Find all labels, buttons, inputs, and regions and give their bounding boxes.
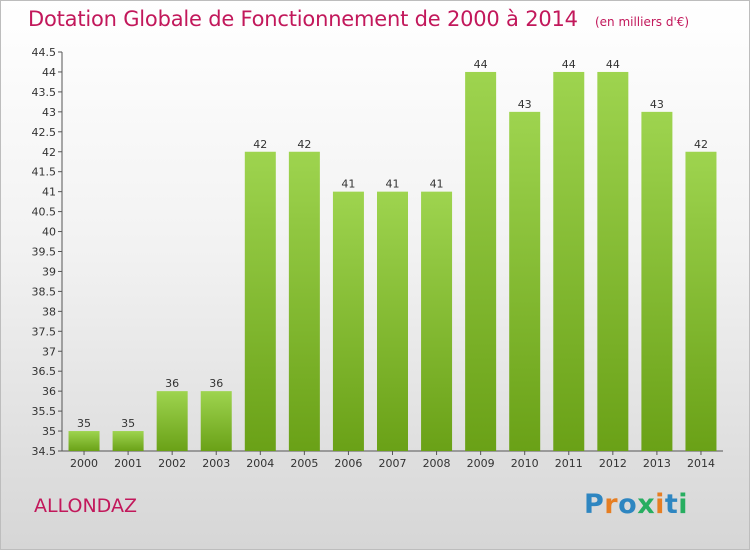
y-tick-label: 35 — [42, 425, 56, 438]
data-label: 42 — [694, 138, 708, 151]
logo-letter: P — [584, 489, 605, 520]
bar — [288, 151, 320, 451]
x-tick-label: 2008 — [423, 457, 451, 470]
bar — [509, 111, 541, 451]
y-tick-label: 44.5 — [32, 46, 57, 59]
y-tick-label: 36.5 — [32, 365, 57, 378]
bar — [597, 71, 629, 451]
bar — [68, 431, 100, 451]
x-tick-label: 2012 — [599, 457, 627, 470]
logo-letter: i — [655, 489, 665, 520]
logo-letter: o — [618, 489, 638, 520]
proxiti-logo: Proxiti — [584, 489, 688, 520]
y-tick-label: 41.5 — [32, 166, 57, 179]
y-tick-label: 36 — [42, 385, 56, 398]
data-label: 42 — [253, 138, 267, 151]
y-tick-label: 34.5 — [32, 445, 57, 458]
logo-letter: r — [604, 489, 619, 520]
x-tick-label: 2014 — [687, 457, 715, 470]
title-row: Dotation Globale de Fonctionnement de 20… — [28, 7, 689, 31]
bar — [377, 191, 408, 451]
x-tick-label: 2010 — [511, 457, 539, 470]
bar — [685, 151, 717, 451]
bar — [200, 391, 232, 451]
y-tick-label: 35.5 — [32, 405, 57, 418]
data-label: 41 — [386, 178, 400, 191]
data-label: 41 — [430, 178, 444, 191]
data-label: 43 — [650, 98, 664, 111]
logo-letter: i — [678, 489, 689, 520]
y-tick-label: 38 — [42, 305, 56, 318]
y-tick-label: 41 — [42, 186, 56, 199]
y-tick-label: 43 — [42, 106, 56, 119]
x-tick-label: 2002 — [158, 457, 186, 470]
y-tick-label: 40 — [42, 226, 56, 239]
bar — [244, 151, 276, 451]
bar — [641, 111, 673, 451]
x-tick-label: 2000 — [70, 457, 98, 470]
chart-subtitle: (en milliers d'€) — [594, 15, 690, 29]
data-label: 44 — [606, 58, 620, 71]
y-tick-label: 42 — [42, 146, 56, 159]
y-tick-label: 40.5 — [32, 206, 57, 219]
data-label: 41 — [341, 178, 355, 191]
x-tick-label: 2009 — [467, 457, 495, 470]
y-tick-label: 37 — [42, 345, 56, 358]
x-tick-label: 2001 — [114, 457, 142, 470]
y-tick-label: 38.5 — [32, 285, 57, 298]
x-tick-label: 2013 — [643, 457, 671, 470]
data-label: 35 — [77, 417, 91, 430]
data-label: 43 — [518, 98, 532, 111]
y-tick-label: 44 — [42, 66, 56, 79]
logo-letter: x — [637, 489, 656, 520]
bar — [465, 71, 497, 451]
x-tick-label: 2011 — [555, 457, 583, 470]
x-tick-label: 2005 — [290, 457, 318, 470]
y-tick-label: 42.5 — [32, 126, 57, 139]
x-tick-label: 2007 — [379, 457, 407, 470]
data-label: 36 — [165, 377, 179, 390]
y-tick-label: 43.5 — [32, 86, 57, 99]
x-tick-label: 2006 — [334, 457, 362, 470]
data-label: 36 — [209, 377, 223, 390]
x-tick-label: 2004 — [246, 457, 274, 470]
data-label: 44 — [562, 58, 576, 71]
commune-name: ALLONDAZ — [34, 495, 137, 517]
y-tick-label: 39 — [42, 265, 56, 278]
bar — [332, 191, 364, 451]
bar — [553, 71, 585, 451]
bar — [421, 191, 453, 451]
data-label: 42 — [297, 138, 311, 151]
logo-letter: t — [664, 489, 679, 520]
chart-title: Dotation Globale de Fonctionnement de 20… — [28, 7, 578, 31]
y-tick-label: 37.5 — [32, 325, 57, 338]
data-label: 35 — [121, 417, 135, 430]
bar — [156, 391, 188, 451]
x-tick-label: 2003 — [202, 457, 230, 470]
bar — [112, 431, 144, 451]
y-tick-label: 39.5 — [32, 246, 57, 259]
data-label: 44 — [474, 58, 488, 71]
